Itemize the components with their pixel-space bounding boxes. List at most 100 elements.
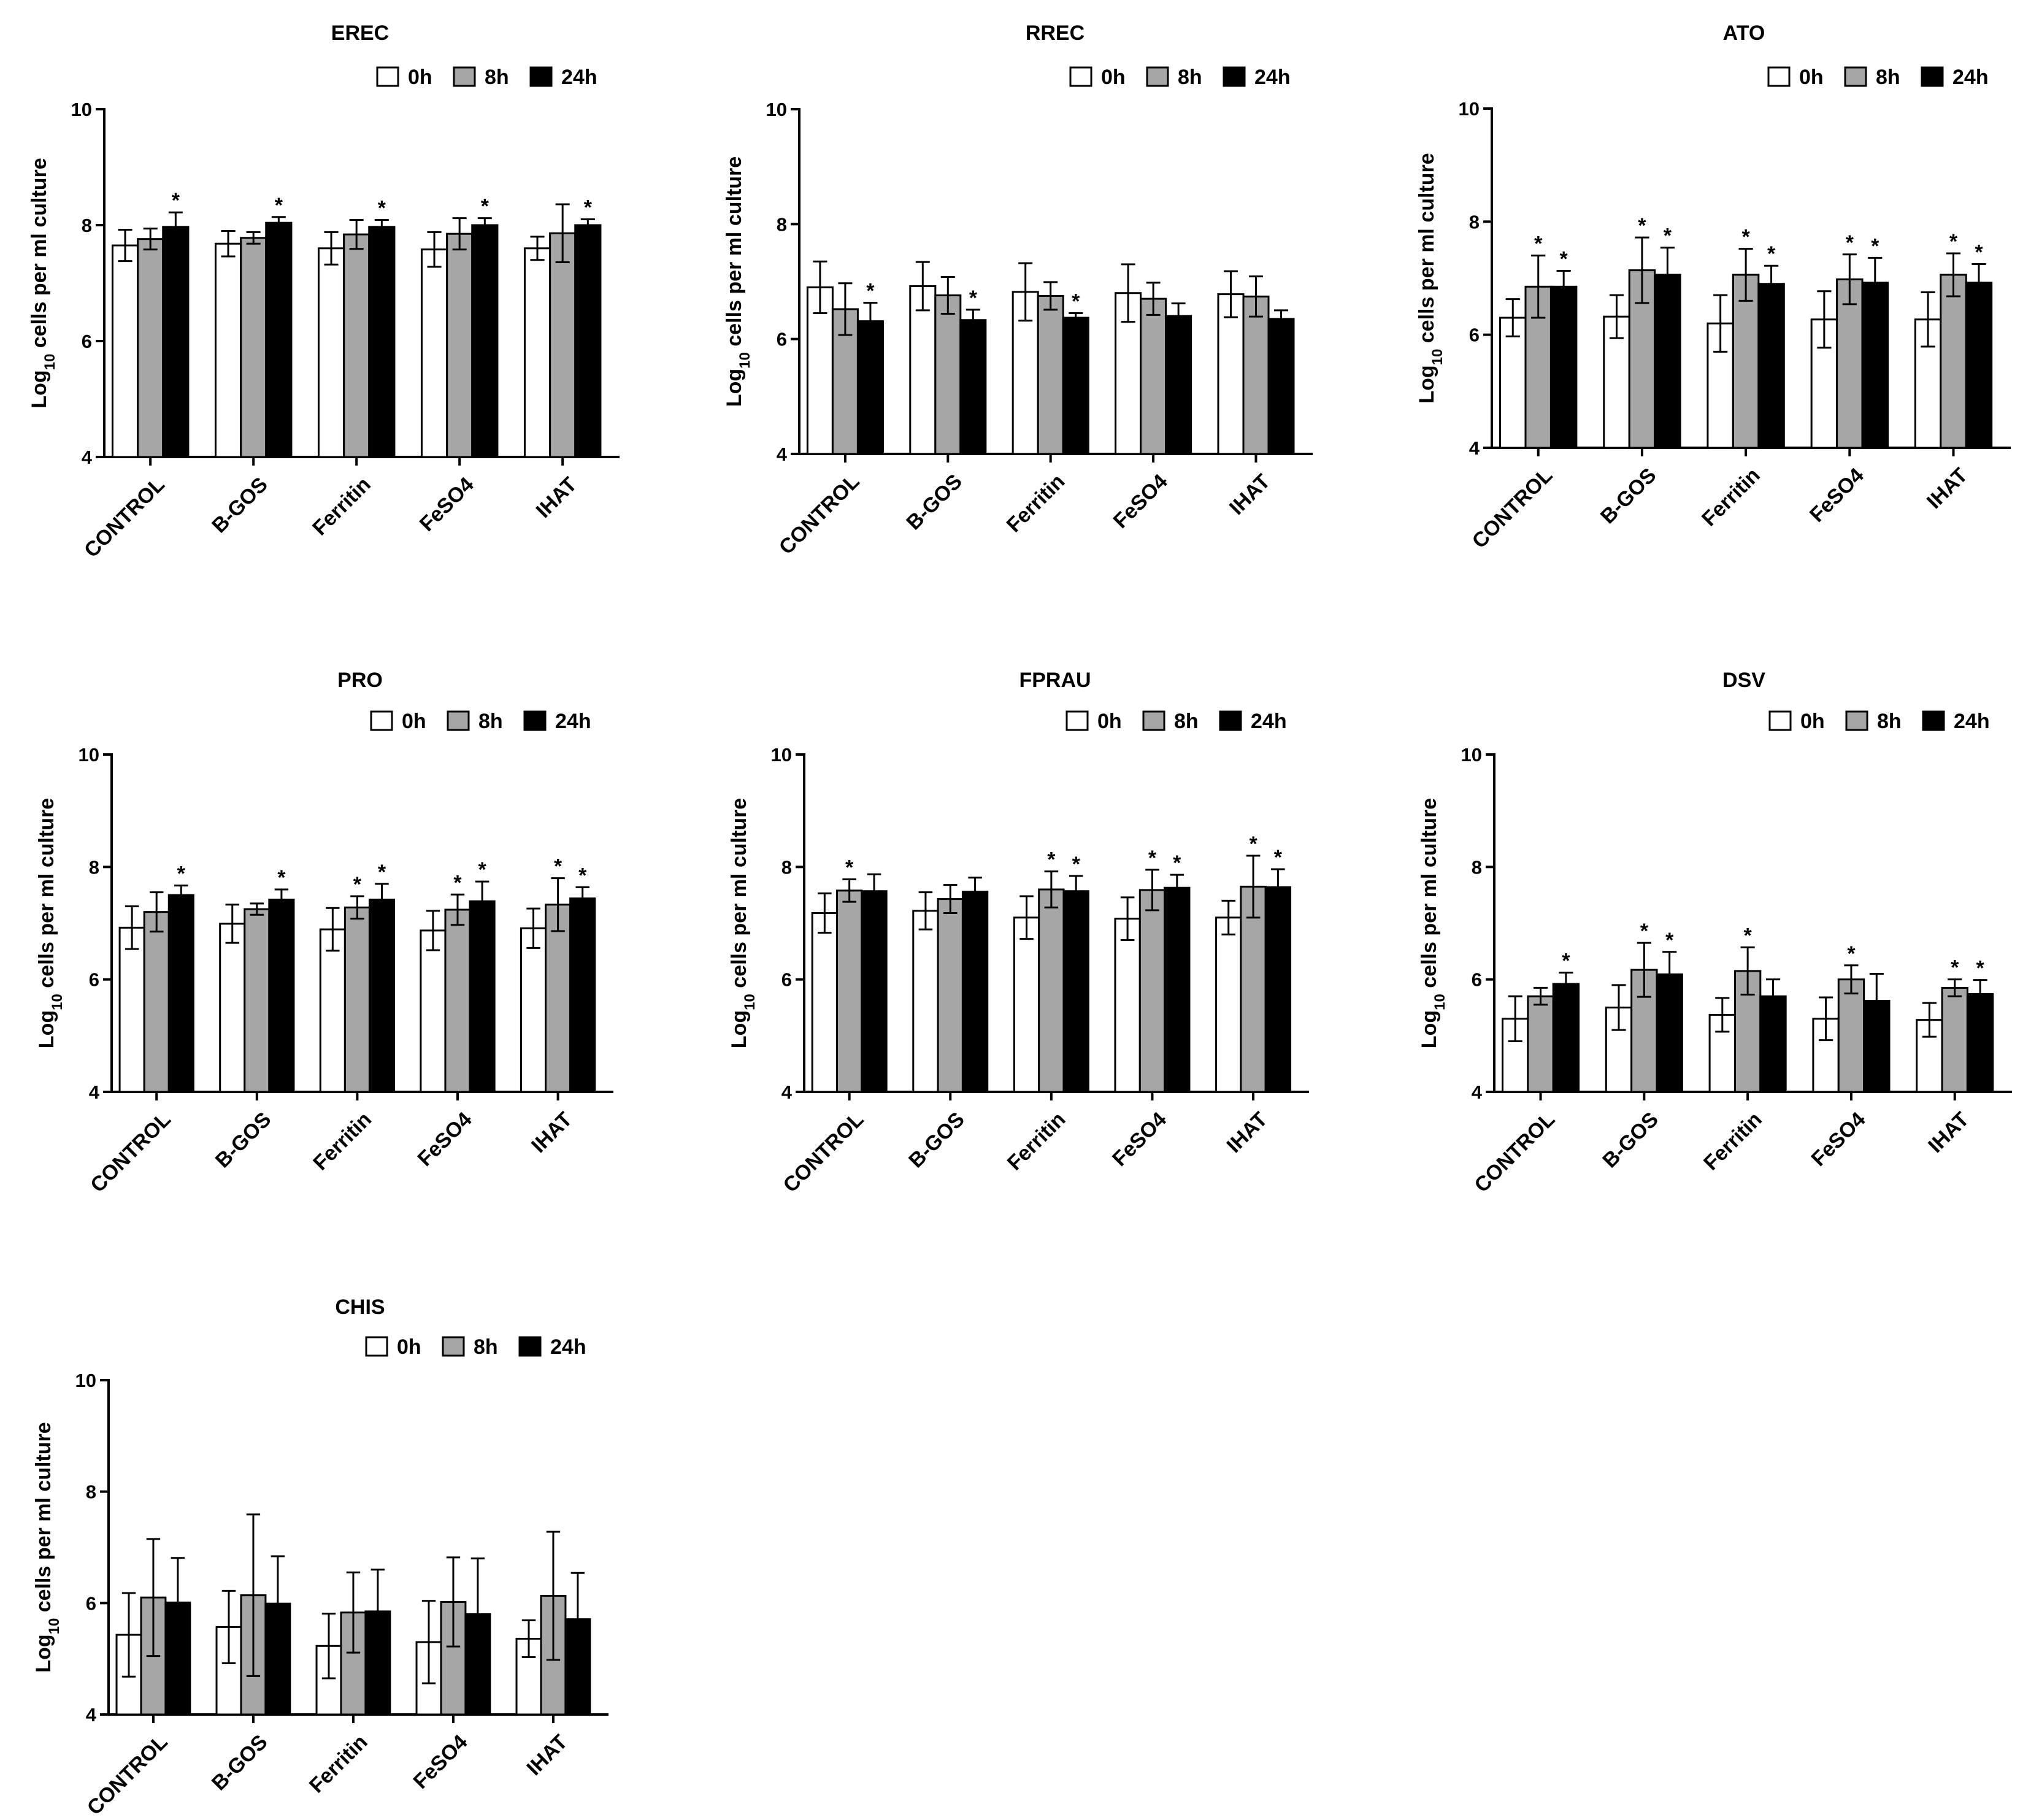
bar-24h-feso4 <box>1164 886 1191 1093</box>
bar-8h-ferritin <box>1732 274 1760 449</box>
bar-24h-ferritin <box>368 226 396 458</box>
legend-swatch-0h <box>365 1336 388 1357</box>
x-tick-label: CONTROL <box>1470 1108 1559 1197</box>
legend-label-0h: 0h <box>408 66 432 89</box>
legend-label-24h: 24h <box>550 1335 586 1359</box>
y-axis-label-prefix: Log <box>1415 365 1438 403</box>
bar-24h-control <box>856 320 884 455</box>
x-tick-label: IHAT <box>532 473 582 523</box>
significance-marker: * <box>1949 230 1958 253</box>
x-tick-label: CONTROL <box>1468 464 1557 553</box>
y-tick-label: 4 <box>89 1081 100 1103</box>
x-tick-label: Ferritin <box>308 473 375 540</box>
y-axis-label-prefix: Log <box>723 369 746 407</box>
x-tick-label: CONTROL <box>86 1108 175 1197</box>
significance-marker: * <box>578 864 587 887</box>
significance-marker: * <box>584 196 593 220</box>
y-axis-label-prefix: Log <box>35 1010 58 1048</box>
y-axis-label: Log10 cells per ml culture <box>723 156 753 407</box>
bar-24h-b-gos <box>1654 274 1681 449</box>
significance-marker: * <box>378 196 386 220</box>
y-tick-label: 6 <box>1469 324 1480 346</box>
legend-label-0h: 0h <box>1800 710 1825 733</box>
significance-marker: * <box>478 858 486 881</box>
bar-8h-control <box>143 911 170 1093</box>
x-tick-label: FeSO4 <box>1807 1108 1870 1171</box>
y-tick-label: 10 <box>75 1370 96 1391</box>
bar-0h-ferritin <box>317 247 345 458</box>
x-tick-label: FeSO4 <box>409 1730 472 1794</box>
x-tick-label: IHAT <box>522 1730 572 1780</box>
x-tick-label: B-GOS <box>1596 464 1661 529</box>
legend-swatch-8h <box>442 1336 465 1357</box>
legend-swatch-24h <box>1219 710 1242 731</box>
chart-title: FPRAU <box>1019 669 1091 692</box>
bar-0h-control <box>118 926 145 1093</box>
significance-marker: * <box>1744 924 1753 947</box>
x-tick-label: B-GOS <box>902 470 967 535</box>
significance-marker: * <box>1741 226 1750 249</box>
y-axis-label-prefix: Log <box>32 1634 55 1672</box>
x-tick-label: Ferritin <box>1699 1108 1767 1175</box>
legend-swatch-24h <box>523 710 547 731</box>
bar-0h-b-gos <box>219 923 246 1093</box>
x-tick-label: CONTROL <box>83 1730 172 1820</box>
x-tick-label: CONTROL <box>80 473 169 563</box>
bar-8h-b-gos <box>244 908 271 1093</box>
y-axis-label: Log10 cells per ml culture <box>35 798 66 1048</box>
bar-24h-feso4 <box>471 224 499 458</box>
bar-8h-ihat <box>1940 274 1967 449</box>
bar-0h-ferritin <box>1013 916 1040 1093</box>
legend-label-8h: 8h <box>1877 710 1902 733</box>
significance-marker: * <box>1249 832 1257 856</box>
significance-marker: * <box>1173 851 1181 875</box>
significance-marker: * <box>172 189 180 212</box>
legend-swatch-24h <box>1922 710 1945 731</box>
bar-8h-feso4 <box>444 908 471 1093</box>
significance-marker: * <box>866 280 875 303</box>
bar-24h-ferritin <box>368 899 396 1093</box>
y-axis-label-subscript: 10 <box>46 1618 63 1635</box>
chart-title: CHIS <box>335 1296 385 1319</box>
bar-24h-b-gos <box>959 319 987 455</box>
legend-swatch-24h <box>529 66 553 87</box>
y-tick-label: 4 <box>1472 1081 1483 1103</box>
bar-24h-control <box>167 894 194 1093</box>
bar-8h-feso4 <box>1837 978 1865 1093</box>
y-tick-label: 6 <box>82 331 92 352</box>
legend-swatch-0h <box>376 66 399 87</box>
significance-marker: * <box>845 856 854 880</box>
bar-8h-control <box>831 308 859 455</box>
y-tick-label: 10 <box>79 744 99 766</box>
significance-marker: * <box>1072 853 1081 876</box>
y-tick-label: 8 <box>86 1481 96 1503</box>
bar-8h-ferritin <box>1038 888 1065 1093</box>
x-tick-label: Ferritin <box>305 1730 372 1798</box>
y-axis-label-prefix: Log <box>1418 1010 1441 1048</box>
y-axis-label: Log10 cells per ml culture <box>1415 153 1446 403</box>
bar-24h-b-gos <box>961 891 989 1093</box>
x-tick-label: FeSO4 <box>1805 464 1868 527</box>
bar-0h-ferritin <box>319 928 346 1093</box>
bar-8h-feso4 <box>446 232 474 458</box>
legend-label-8h: 8h <box>474 1335 498 1359</box>
legend-swatch-8h <box>1844 66 1867 87</box>
legend-label-8h: 8h <box>485 66 509 89</box>
bar-0h-feso4 <box>420 248 448 458</box>
significance-marker: * <box>969 286 978 310</box>
y-axis-label-suffix: cells per ml culture <box>723 156 746 352</box>
y-axis-label-subscript: 10 <box>737 352 753 369</box>
legend-swatch-24h <box>1223 66 1246 87</box>
significance-marker: * <box>1562 950 1570 973</box>
significance-marker: * <box>1847 942 1856 966</box>
chart-title: RREC <box>1026 21 1085 45</box>
bar-8h-ferritin <box>344 906 370 1093</box>
bar-24h-control <box>1552 983 1580 1093</box>
bar-0h-ihat <box>520 927 547 1093</box>
significance-marker: * <box>1560 248 1568 271</box>
y-tick-label: 10 <box>1459 98 1480 120</box>
bar-8h-b-gos <box>240 237 267 458</box>
bar-8h-control <box>137 238 164 458</box>
